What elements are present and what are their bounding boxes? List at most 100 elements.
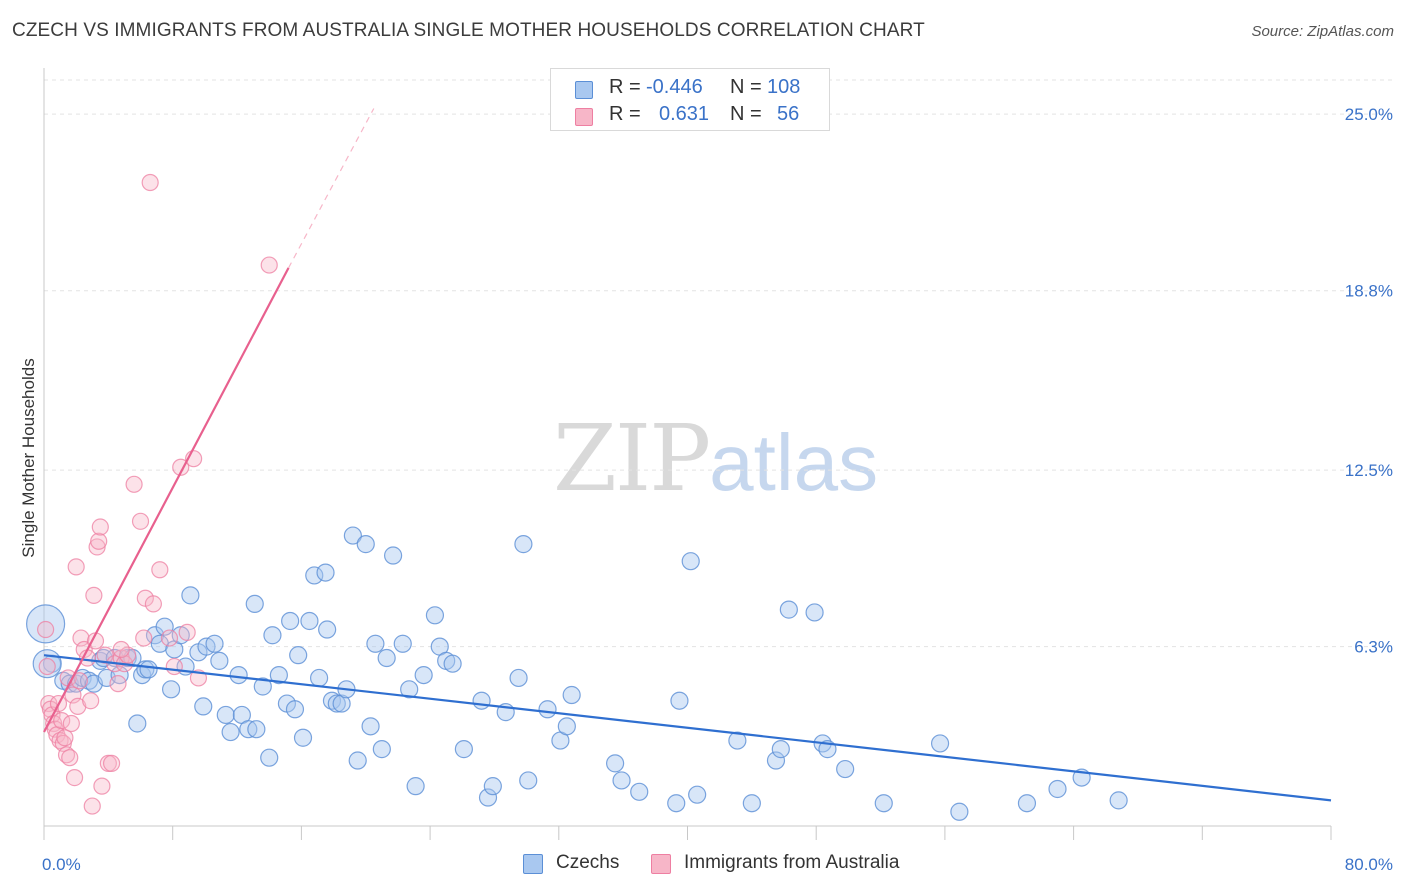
czechs-legend-label: Czechs [556, 852, 620, 873]
czechs-point [930, 734, 950, 753]
czechs-point [128, 714, 147, 733]
czechs-point [285, 700, 305, 719]
czechs-point [688, 785, 707, 804]
czechs-point [874, 794, 893, 813]
czechs-point [478, 788, 498, 807]
czechs-point [281, 611, 300, 631]
immigrants-point [38, 657, 56, 676]
immigrants-point [56, 729, 74, 747]
czechs-point [332, 694, 351, 713]
immigrants-point [83, 797, 101, 815]
immigrants-point [151, 561, 169, 579]
czechs-point [263, 626, 282, 645]
n-label: N = [730, 76, 762, 98]
czechs-point [348, 751, 367, 770]
immigrants-point [93, 777, 111, 795]
czechs-point [606, 754, 625, 773]
czechs-point [406, 777, 425, 796]
r-value: 0.631 [659, 103, 710, 125]
czechs-point [316, 563, 335, 582]
czechs-point [79, 671, 99, 690]
czechs-point [836, 759, 855, 779]
czechs-point [161, 680, 181, 699]
czechs-point [519, 771, 538, 790]
czechs-point [425, 606, 445, 625]
immigrants-point [61, 749, 79, 767]
czechs-point [300, 611, 319, 631]
watermark-zip: ZIP [553, 405, 711, 512]
r-value: -0.446 [646, 76, 703, 98]
n-value: 56 [777, 103, 800, 125]
immigrants-point [144, 595, 162, 613]
czechs-point [766, 751, 786, 770]
czechs-point [216, 705, 235, 725]
czechs-point [205, 634, 224, 653]
y-tick-label: 18.8% [1345, 282, 1393, 301]
zipatlas-watermark: ZIPatlas [553, 405, 878, 512]
immigrants-point [53, 712, 71, 730]
czechs-point [728, 731, 747, 750]
immigrants-point [135, 629, 153, 647]
n-label: N = [730, 103, 762, 125]
czechs-point [771, 740, 790, 759]
immigrants-point [37, 620, 55, 639]
czechs-point [1017, 794, 1037, 813]
czechs-point [1048, 779, 1067, 799]
immigrants-point [90, 532, 108, 550]
czechs-point [670, 691, 689, 710]
immigrants-point [91, 518, 109, 536]
czechs-point [110, 665, 129, 685]
czechs-point [414, 665, 433, 685]
czechs-point [247, 720, 266, 739]
czechs-point [562, 685, 581, 705]
immigrants-point [102, 754, 121, 772]
czechs-point [779, 600, 798, 619]
y-axis-label: Single Mother Households [19, 358, 38, 558]
czechs-point [509, 668, 528, 688]
immigrants-point [57, 746, 76, 764]
czechs-point [269, 665, 288, 685]
czechs-point [950, 802, 969, 821]
czechs-swatch [575, 81, 593, 99]
czechs-trend-line [43, 654, 1332, 802]
y-tick-label: 6.3% [1354, 638, 1393, 657]
czechs-point [309, 668, 329, 688]
immigrants-point [62, 714, 80, 733]
immigrants-point [82, 692, 100, 710]
immigrants-point [160, 629, 179, 647]
czechs-point [393, 634, 412, 653]
czechs-point [667, 794, 686, 813]
x-tick-label: 0.0% [42, 855, 81, 874]
legend-row-czechs: R = -0.446 N = 108 [551, 74, 829, 102]
czechs-point [289, 646, 308, 665]
immigrants-legend-swatch [651, 854, 671, 874]
immigrants-point [112, 640, 130, 659]
r-label: R = [609, 103, 641, 125]
czechs-point [383, 546, 403, 565]
stats-legend: R = -0.446 N = 108 R = 0.631 N = 56 [550, 68, 830, 131]
immigrants-point [131, 512, 150, 530]
czechs-point [139, 660, 158, 679]
czechs-point [538, 700, 557, 719]
czechs-point [377, 648, 396, 668]
czechs-point [253, 677, 272, 696]
y-tick-label: 25.0% [1345, 105, 1393, 124]
czechs-point [327, 694, 346, 713]
immigrants-point [178, 623, 196, 641]
czechs-point [210, 651, 229, 670]
n-value: 108 [767, 76, 801, 98]
immigrants-point [109, 675, 127, 693]
immigrants-point [85, 586, 103, 604]
czechs-point [612, 771, 631, 790]
czechs-point [372, 740, 391, 759]
immigrants-point [67, 558, 85, 576]
y-tick-label: 12.5% [1345, 461, 1393, 480]
immigrants-point [65, 768, 84, 787]
czechs-point [26, 604, 66, 644]
watermark-atlas: atlas [709, 418, 879, 507]
immigrants-point [51, 731, 69, 750]
czechs-point [514, 535, 533, 554]
immigrants-point [165, 657, 183, 676]
czechs-point [1109, 791, 1128, 810]
czechs-point [472, 691, 491, 710]
